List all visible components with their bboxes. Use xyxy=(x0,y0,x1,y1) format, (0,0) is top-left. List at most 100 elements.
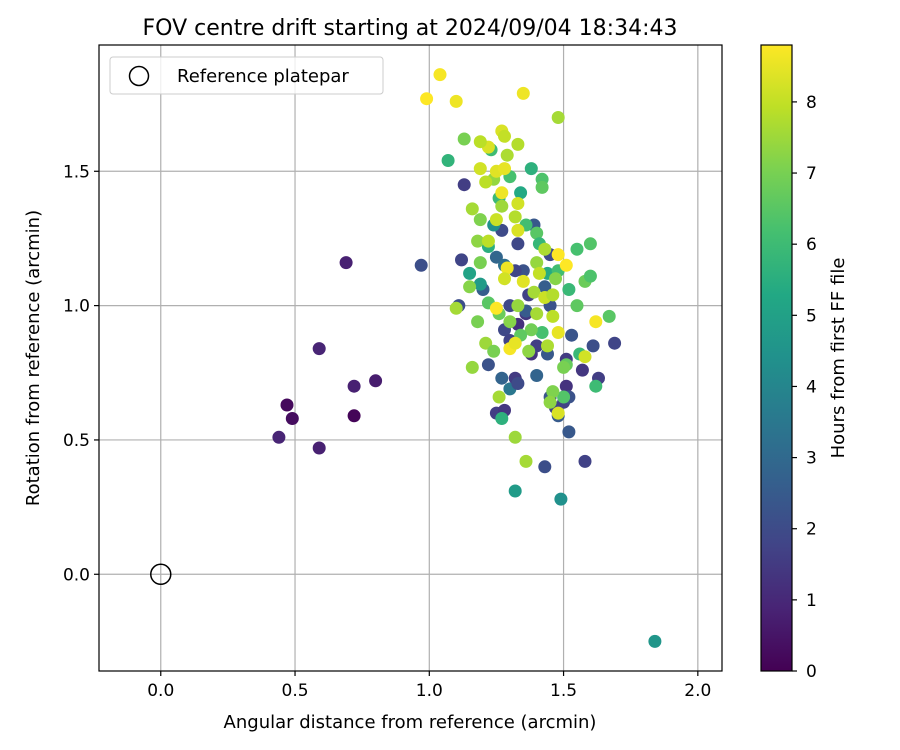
data-point xyxy=(347,409,361,423)
data-point xyxy=(527,285,541,299)
data-point xyxy=(551,111,565,124)
data-point xyxy=(508,430,522,444)
reference-platepar-marker xyxy=(150,563,172,586)
data-point xyxy=(530,307,544,321)
data-point xyxy=(489,213,503,227)
plot-frame xyxy=(98,44,723,672)
data-point xyxy=(487,344,501,358)
data-point xyxy=(495,199,509,213)
data-point xyxy=(473,213,487,227)
data-point xyxy=(457,178,471,192)
data-point xyxy=(465,360,479,374)
data-point xyxy=(570,242,584,256)
data-point xyxy=(473,277,487,291)
data-point xyxy=(471,315,485,329)
data-point xyxy=(535,326,549,339)
data-point xyxy=(503,315,517,329)
colorbar-tick-label: 1 xyxy=(806,591,817,611)
y-axis-label: Rotation from reference (arcmin) xyxy=(23,210,44,506)
data-point xyxy=(489,301,503,315)
data-point xyxy=(559,379,573,393)
data-point xyxy=(516,86,530,100)
data-point xyxy=(546,385,560,399)
data-point xyxy=(554,492,568,506)
data-point xyxy=(602,309,616,323)
data-point xyxy=(500,261,514,275)
colorbar xyxy=(760,44,793,672)
data-point xyxy=(532,266,546,280)
data-point xyxy=(538,280,552,294)
colorbar-tick-label: 4 xyxy=(806,377,817,397)
data-point xyxy=(565,328,579,342)
data-point xyxy=(589,315,603,329)
legend-box xyxy=(109,56,384,95)
data-point xyxy=(473,162,487,176)
data-point xyxy=(530,226,544,240)
data-point xyxy=(538,460,552,474)
x-axis-label: Angular distance from reference (arcmin) xyxy=(224,712,597,733)
chart-title: FOV centre drift starting at 2024/09/04 … xyxy=(143,16,678,41)
data-point xyxy=(473,256,487,270)
data-point xyxy=(433,68,447,82)
colorbar-label: Hours from first FF file xyxy=(828,258,849,459)
data-point xyxy=(498,129,511,143)
data-point xyxy=(524,323,538,337)
data-point xyxy=(519,454,533,468)
data-point xyxy=(583,269,597,283)
y-axis-ticks: 0.0 0.5 1.0 1.5 xyxy=(63,162,99,585)
data-point xyxy=(508,484,522,498)
data-point xyxy=(479,175,493,189)
data-point xyxy=(551,248,565,262)
x-tick-label: 1.0 xyxy=(416,681,443,701)
data-point xyxy=(575,363,589,377)
data-point xyxy=(449,94,463,108)
data-point xyxy=(557,390,571,404)
y-tick-label: 1.0 xyxy=(63,297,90,317)
data-point xyxy=(495,371,509,385)
colorbar-tick-label: 0 xyxy=(806,662,817,682)
data-point xyxy=(578,350,592,364)
data-point xyxy=(522,344,536,358)
colorbar-tick-label: 6 xyxy=(806,235,817,255)
data-point xyxy=(541,339,554,353)
legend-label: Reference platepar xyxy=(177,66,349,87)
data-point xyxy=(516,274,530,288)
data-point xyxy=(479,336,493,350)
data-point xyxy=(312,342,326,356)
data-point xyxy=(551,326,565,339)
legend-marker-icon xyxy=(128,65,150,87)
data-point xyxy=(514,186,528,200)
data-point xyxy=(530,256,544,270)
data-point xyxy=(455,253,468,267)
data-point xyxy=(500,148,514,162)
data-point xyxy=(524,162,538,176)
data-point xyxy=(481,234,495,248)
data-point xyxy=(272,430,286,444)
data-point xyxy=(530,369,544,382)
data-point xyxy=(608,336,622,350)
data-point xyxy=(347,379,361,393)
data-point xyxy=(562,425,576,439)
data-point xyxy=(420,92,434,106)
y-tick-label: 1.5 xyxy=(63,162,90,182)
data-point xyxy=(492,390,506,404)
data-point xyxy=(511,197,525,210)
data-point xyxy=(559,258,573,272)
data-point xyxy=(511,237,525,251)
data-point xyxy=(511,377,525,390)
data-point xyxy=(549,272,562,286)
colorbar-tick-label: 3 xyxy=(806,449,817,469)
data-point xyxy=(511,299,525,313)
x-axis-ticks: 0.0 0.5 1.0 1.5 2.0 xyxy=(147,671,711,701)
colorbar-tick-label: 5 xyxy=(806,306,817,326)
data-point xyxy=(285,412,299,425)
data-points xyxy=(272,68,662,648)
x-tick-label: 0.0 xyxy=(147,681,174,701)
x-tick-label: 0.5 xyxy=(282,681,309,701)
data-point xyxy=(508,336,522,350)
data-point xyxy=(495,186,509,200)
data-point xyxy=(489,250,503,264)
data-point xyxy=(463,266,477,280)
